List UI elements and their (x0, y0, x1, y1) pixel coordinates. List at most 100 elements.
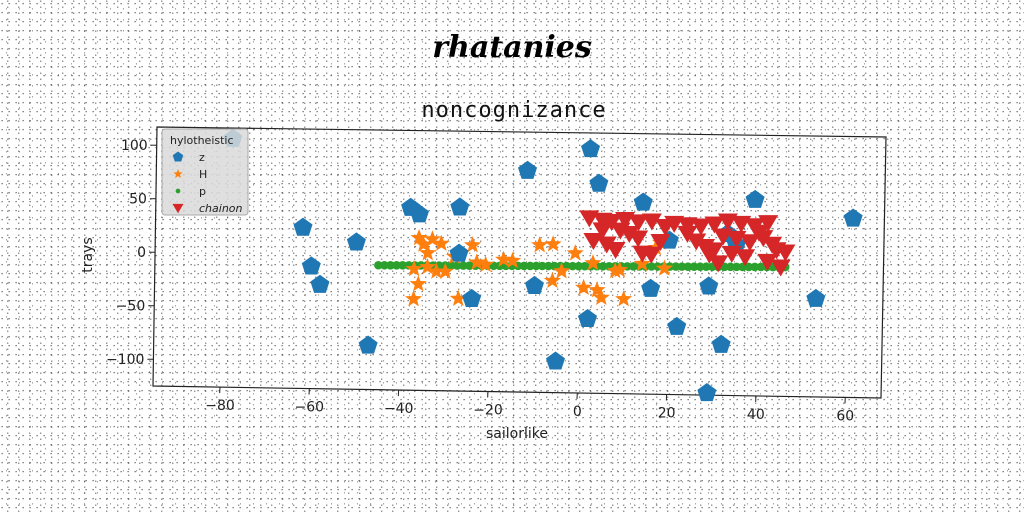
series-chainon-point (775, 244, 796, 262)
series-p-point (459, 261, 468, 270)
series-z-point (524, 275, 544, 294)
series-chainon-point (677, 217, 698, 235)
series-z-point (745, 189, 765, 208)
x-tick-label: 40 (747, 407, 765, 423)
figure-suptitle: rhatanies (432, 30, 592, 65)
series-z-point (641, 278, 661, 297)
series-z-point (301, 256, 321, 275)
series-z-point (578, 308, 598, 328)
series-p-point (380, 260, 389, 270)
series-p-point (374, 260, 383, 270)
series-p-point (398, 261, 407, 270)
y-tick-label: −50 (116, 299, 146, 315)
series-z-point (293, 217, 313, 236)
series-H-point (566, 244, 584, 261)
series-chainon-point (596, 236, 617, 254)
series-H-point (427, 262, 445, 279)
legend-box (161, 128, 249, 216)
series-p-point (550, 261, 559, 271)
x-tick-label: −40 (384, 401, 414, 417)
data-marks (223, 128, 863, 402)
series-z-point (667, 316, 687, 335)
series-chainon-point (758, 215, 779, 233)
series-p-point (598, 261, 608, 271)
series-H-point (611, 260, 629, 278)
series-z-point (843, 208, 863, 227)
series-H-point (436, 262, 454, 279)
legend-marker-p (175, 188, 181, 194)
series-p-point (629, 262, 638, 271)
series-H-point (531, 236, 549, 253)
series-p-point (695, 262, 705, 272)
series-chainon-point (757, 253, 778, 271)
series-p-point (465, 261, 474, 270)
series-z-point (310, 274, 330, 293)
series-p-point (580, 261, 590, 271)
series-p-point (568, 261, 577, 271)
series-H-point (432, 234, 450, 251)
legend-label-chainon: chainon (199, 202, 243, 215)
series-chainon-point (619, 226, 640, 244)
series-chainon-point (699, 246, 720, 264)
series-p-point (544, 261, 553, 271)
series-z-point (589, 173, 609, 192)
x-axis-title: sailorlike (486, 426, 548, 442)
series-H-point (495, 250, 513, 267)
series-H-point (588, 281, 606, 298)
series-p-point (531, 261, 541, 271)
series-H-point (405, 290, 423, 307)
series-H-point (409, 275, 427, 292)
series-H-point (592, 288, 610, 305)
series-z-point (518, 160, 538, 179)
series-chainon-point (748, 224, 769, 242)
series-z-point (697, 382, 717, 402)
series-z-point (581, 139, 601, 158)
series-H-point (504, 251, 522, 269)
series-chainon-point (628, 214, 649, 232)
series-p-point (726, 262, 735, 272)
series-chainon-point (704, 216, 725, 234)
series-H-point (633, 254, 651, 272)
x-tick-label: −80 (205, 398, 235, 414)
y-tick-label: 0 (137, 245, 146, 261)
series-p-point (701, 262, 711, 272)
x-tick-label: −60 (295, 400, 325, 416)
series-z-point (699, 276, 719, 295)
series-z-point (450, 197, 470, 216)
series-p-point (574, 261, 584, 271)
series-H-point (449, 289, 467, 306)
series-p-point (689, 262, 699, 271)
series-chainon-point (686, 233, 707, 251)
legend-title: hylotheistic (170, 134, 234, 147)
series-H-point (615, 290, 633, 307)
series-chainon-point (664, 215, 685, 233)
series-z-point (711, 334, 731, 353)
series-chainon-point (739, 234, 760, 252)
series-chainon-point (628, 230, 649, 248)
series-p-point (446, 261, 456, 270)
series-z-point (545, 351, 566, 370)
series-p-point (525, 261, 535, 271)
series-p-point (677, 262, 687, 271)
series-z-point (409, 204, 429, 223)
legend: hylotheistic zHp chainon (161, 128, 249, 216)
series-z-point (449, 243, 469, 262)
series-p-point (386, 260, 395, 270)
series-H-point (423, 230, 442, 247)
chart-title: noncognizance (421, 98, 606, 123)
legend-label-H: H (199, 168, 207, 181)
series-p-point (392, 261, 401, 270)
series-H-point (575, 278, 593, 295)
series-chainon-point (770, 259, 791, 277)
series-z-point (633, 192, 653, 211)
series-chainon-point (592, 222, 613, 240)
series-H-point (584, 254, 602, 271)
series-chainon-point (641, 213, 662, 231)
series-H-point (418, 258, 437, 275)
y-tick-label: 100 (121, 138, 148, 154)
legend-marker-H (173, 169, 183, 179)
legend-marker-z (172, 151, 184, 162)
x-tick-label: 0 (573, 404, 582, 420)
x-tick-label: −20 (473, 403, 503, 419)
